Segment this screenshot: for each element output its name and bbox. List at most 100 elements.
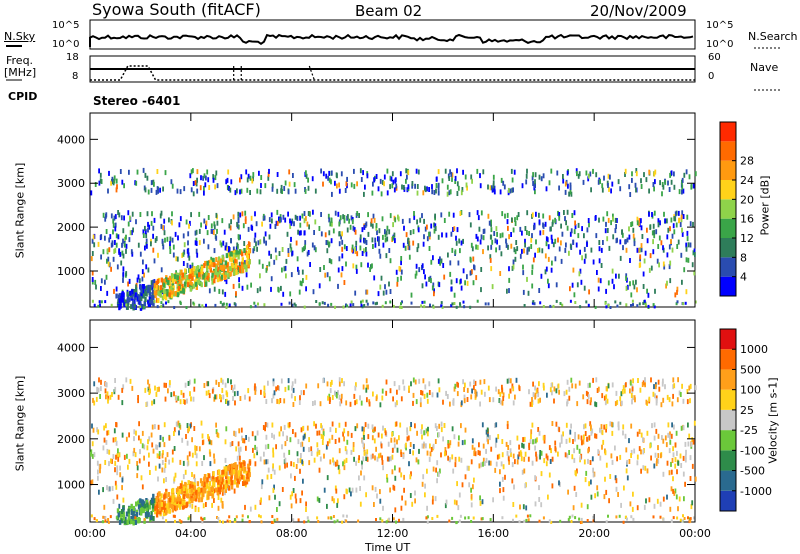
- power-cell: [359, 234, 362, 240]
- velocity-cell: [394, 402, 397, 408]
- power-cell: [162, 225, 164, 231]
- velocity-cell: [112, 498, 115, 504]
- power-echo-cell: [200, 282, 203, 288]
- power-cell: [198, 228, 201, 234]
- velocity-cell: [276, 507, 278, 512]
- velocity-cell: [247, 388, 250, 394]
- velocity-cell: [261, 479, 264, 485]
- velocity-ground-cell: [681, 519, 684, 523]
- velocity-cell: [495, 437, 498, 443]
- power-cell: [545, 186, 548, 192]
- power-cell: [526, 230, 528, 236]
- power-ground-cell: [280, 302, 283, 306]
- velocity-cell: [174, 472, 177, 478]
- power-cell: [144, 225, 146, 231]
- power-echo-cell: [208, 264, 212, 270]
- velocity-ground-cell: [687, 516, 689, 520]
- power-cell: [471, 246, 474, 252]
- velocity-cell: [103, 504, 106, 510]
- power-cell: [633, 284, 636, 290]
- power-ground-cell: [569, 299, 572, 303]
- velocity-ground-cell: [672, 516, 675, 520]
- velocity-echo-cell: [191, 484, 194, 490]
- velocity-cell: [579, 455, 582, 461]
- power-ground-cell: [156, 305, 159, 309]
- power-cell: [105, 212, 108, 218]
- velocity-echo-cell: [212, 471, 215, 477]
- power-cell: [195, 237, 198, 243]
- power-cell: [589, 171, 592, 177]
- power-echo-cell: [178, 272, 182, 278]
- power-cell: [114, 240, 116, 245]
- power-cell: [122, 238, 124, 244]
- power-cell: [640, 184, 643, 189]
- power-cell: [569, 243, 572, 249]
- power-cell: [378, 248, 381, 254]
- velocity-cell: [186, 455, 189, 461]
- velocity-cell: [489, 435, 491, 441]
- power-cell: [488, 220, 491, 226]
- power-cell: [360, 177, 363, 182]
- velocity-cell: [181, 480, 183, 486]
- velocity-cell: [151, 442, 154, 448]
- velocity-cell: [222, 394, 225, 400]
- velocity-cell: [193, 386, 196, 392]
- power-cell: [516, 246, 519, 252]
- velocity-cell: [588, 435, 591, 441]
- power-ground-cell: [139, 305, 142, 309]
- velocity-cell: [501, 387, 504, 393]
- velocity-cell: [225, 426, 228, 432]
- velocity-cell: [195, 461, 198, 467]
- power-cell: [531, 212, 534, 218]
- power-cell: [644, 250, 647, 256]
- power-cell: [341, 231, 343, 237]
- power-cell: [632, 233, 635, 239]
- velocity-cell: [534, 392, 537, 398]
- power-echo-cell: [201, 265, 204, 271]
- velocity-cell: [581, 440, 583, 446]
- power-cell: [324, 272, 327, 278]
- velocity-cell: [540, 450, 543, 456]
- power-echo-cell: [157, 291, 160, 297]
- power-cell: [560, 258, 563, 264]
- velocity-ground-cell: [385, 520, 388, 524]
- velocity-ytick-label: 2000: [57, 433, 85, 446]
- velocity-cell: [288, 449, 291, 455]
- velocity-echo-cell: [171, 494, 174, 500]
- power-ground-cell: [110, 303, 113, 307]
- velocity-cell: [508, 377, 510, 383]
- velocity-cell: [318, 467, 321, 473]
- power-cell: [303, 246, 306, 251]
- velocity-cell: [396, 400, 398, 406]
- velocity-cell: [265, 459, 268, 465]
- velocity-cell: [345, 400, 348, 406]
- velocity-cell: [601, 444, 603, 450]
- velocity-cell: [623, 388, 626, 394]
- x-tick-label: 12:00: [377, 527, 409, 540]
- velocity-cell: [140, 475, 143, 481]
- power-ground-cell: [539, 301, 542, 305]
- velocity-ground-cell: [538, 519, 541, 523]
- velocity-cell: [583, 434, 585, 440]
- velocity-cell: [534, 385, 536, 391]
- velocity-cell: [264, 426, 266, 432]
- velocity-echo-cell: [244, 480, 247, 486]
- velocity-ground-cell: [455, 521, 458, 525]
- power-cell: [241, 285, 244, 291]
- power-cell: [282, 214, 285, 220]
- velocity-cell: [321, 425, 323, 431]
- velocity-cell: [260, 497, 262, 503]
- velocity-cell: [668, 470, 671, 476]
- velocity-echo-cell: [219, 484, 222, 490]
- velocity-cell: [636, 454, 639, 460]
- power-cell: [365, 221, 368, 227]
- velocity-cell: [158, 442, 161, 448]
- power-cell: [629, 281, 631, 287]
- velocity-cell: [630, 393, 633, 398]
- velocity-cell: [399, 422, 402, 428]
- power-cell: [671, 233, 674, 239]
- velocity-cell: [523, 468, 526, 474]
- velocity-cell: [207, 434, 209, 439]
- velocity-cell: [178, 430, 180, 436]
- velocity-cell: [289, 494, 292, 500]
